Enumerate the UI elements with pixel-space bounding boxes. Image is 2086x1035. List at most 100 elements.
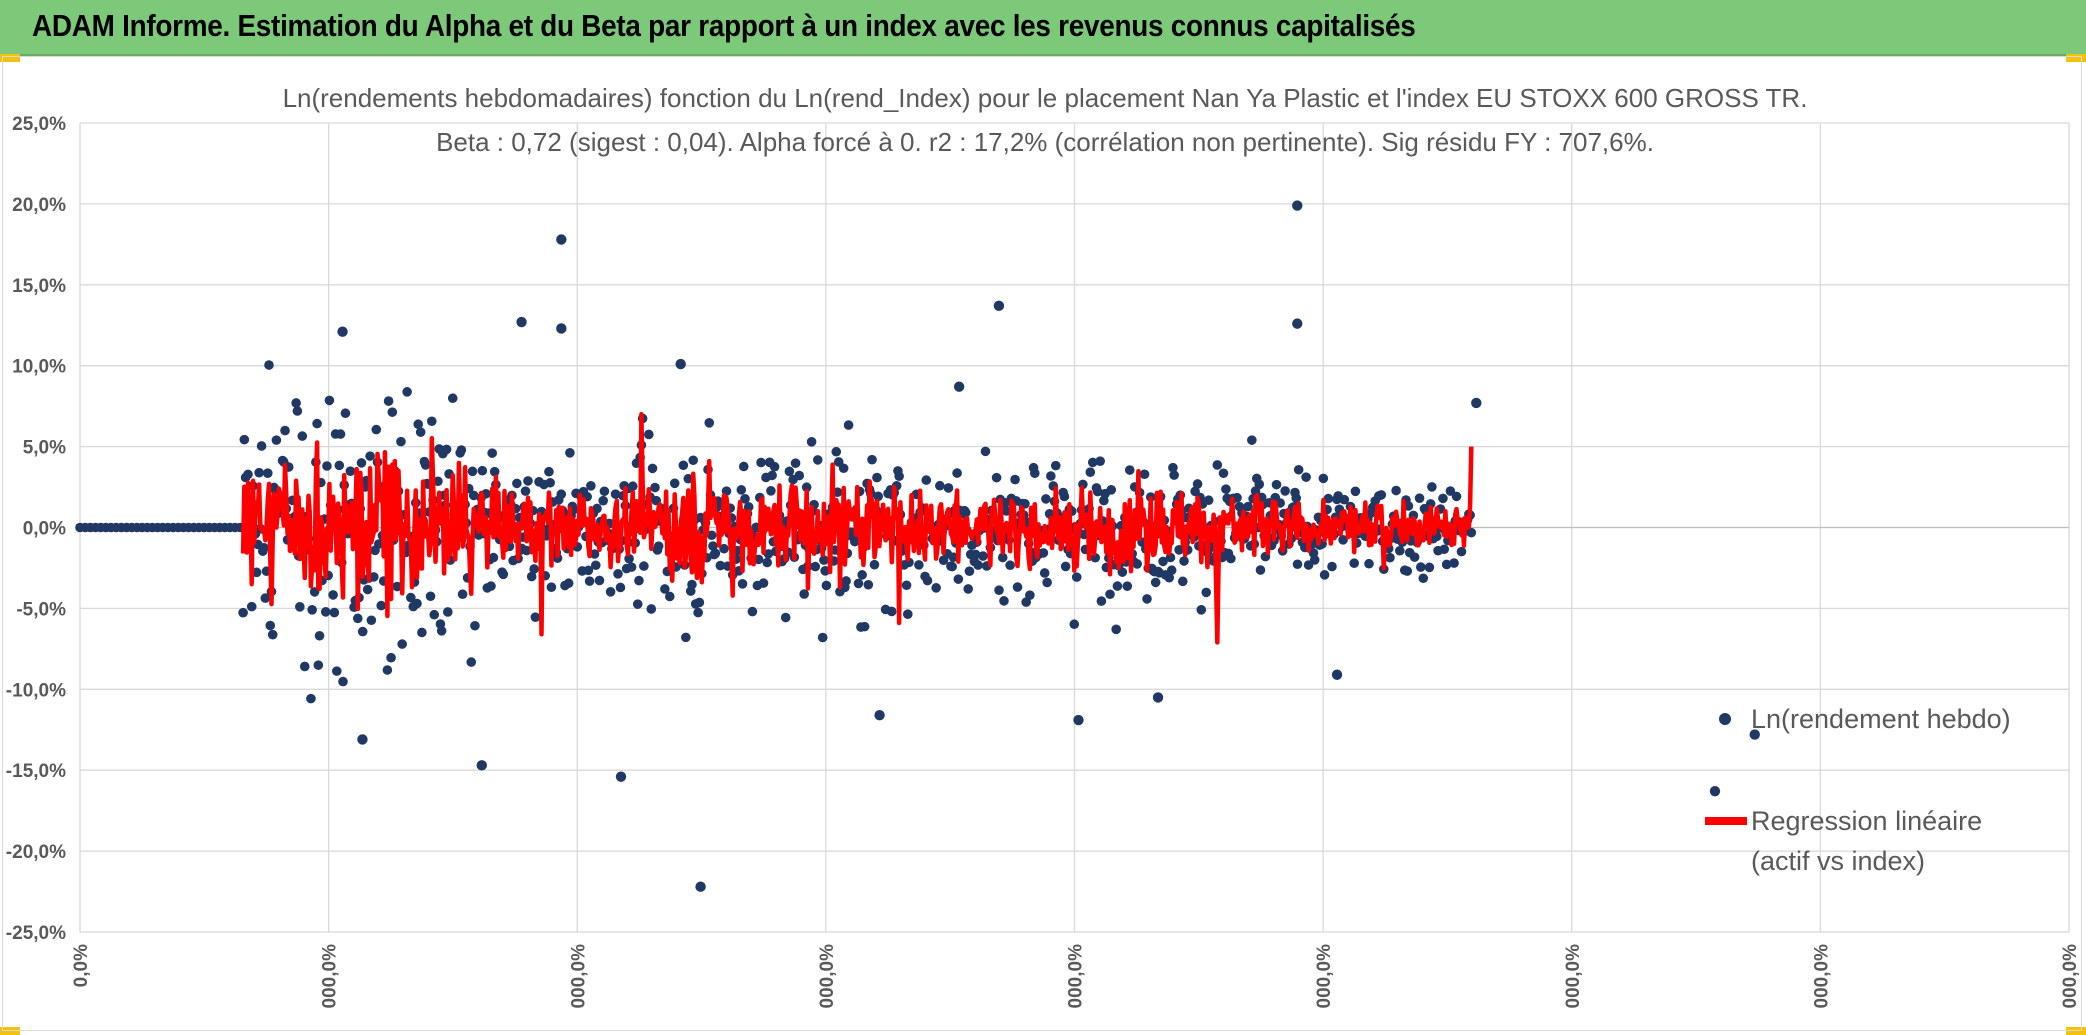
data-point (426, 416, 437, 427)
data-point (1179, 556, 1189, 566)
data-point (1112, 581, 1123, 591)
data-point (1139, 469, 1150, 480)
data-point (1301, 472, 1311, 482)
data-point (412, 598, 422, 609)
axes: 25,0% 20,0% 15,0% 10,0% 5,0% 0,0% -5,0% -10,0% -… (6, 114, 2081, 1008)
data-point (994, 585, 1004, 596)
data-point (1117, 567, 1128, 577)
data-point (371, 424, 382, 435)
data-point-outlier (556, 234, 567, 245)
data-point (443, 607, 453, 617)
data-point (544, 466, 554, 477)
data-point (545, 477, 555, 488)
data-point (429, 609, 440, 620)
data-point (376, 600, 387, 611)
data-point (1427, 482, 1437, 492)
data-point (1046, 471, 1056, 481)
x-tick-label: 000,0% (2060, 944, 2081, 1009)
data-point (299, 661, 310, 672)
data-point (599, 486, 610, 497)
data-point (1158, 556, 1168, 567)
data-point (970, 549, 981, 560)
data-point (1025, 590, 1035, 600)
data-point (1247, 435, 1257, 445)
data-point (267, 629, 278, 640)
data-point (1255, 565, 1266, 575)
data-point (1232, 492, 1242, 503)
data-point (338, 676, 348, 687)
data-point (817, 632, 828, 643)
data-point (1438, 493, 1448, 504)
data-point (373, 539, 384, 549)
data-point (978, 551, 988, 561)
data-point (1441, 559, 1452, 570)
y-tick-label: -5,0% (16, 599, 66, 620)
data-point (254, 467, 264, 478)
x-tick-label: 000,0% (320, 944, 341, 1009)
data-point (639, 561, 649, 571)
y-tick-label: 10,0% (12, 357, 66, 378)
y-tick-label: 20,0% (12, 195, 66, 216)
data-point (420, 460, 431, 470)
data-point (914, 560, 924, 570)
data-point (238, 607, 248, 618)
data-point (1318, 473, 1329, 484)
data-point (810, 561, 821, 572)
data-point (447, 393, 458, 404)
data-point-outlier (1471, 397, 1482, 409)
data-point (457, 589, 468, 600)
y-tick-label: -25,0% (6, 923, 66, 944)
regression-line-path (240, 411, 1474, 645)
data-point-outlier (1709, 786, 1721, 797)
data-point (415, 427, 426, 437)
data-point (853, 578, 864, 589)
data-point (1038, 548, 1049, 558)
data-point (963, 584, 974, 594)
data-point (1142, 594, 1152, 604)
data-point (1451, 491, 1462, 502)
data-point (470, 620, 480, 631)
data-point (931, 583, 941, 593)
data-point (563, 578, 574, 589)
data-point-outlier (337, 326, 348, 337)
data-point (763, 549, 774, 559)
data-point (715, 560, 726, 571)
data-point (365, 451, 375, 461)
x-tick-label: 000,0% (568, 944, 589, 1009)
data-point (498, 569, 509, 580)
data-point (1111, 624, 1121, 635)
data-point (991, 472, 1002, 483)
data-point (1201, 587, 1212, 598)
data-point (387, 407, 398, 417)
data-point (246, 601, 257, 612)
data-point (653, 541, 664, 551)
data-point (1105, 589, 1115, 600)
data-point (1349, 558, 1359, 569)
data-point (592, 503, 602, 514)
y-tick-label: -10,0% (6, 680, 66, 701)
x-tick-label: 000,0% (1811, 944, 1832, 1009)
data-point (952, 468, 962, 478)
data-point (1280, 486, 1290, 496)
data-point (872, 472, 882, 483)
data-point (843, 420, 854, 430)
corner-marker-top-right (2066, 54, 2086, 62)
data-point (997, 552, 1008, 563)
data-point (598, 495, 608, 506)
y-tick-label: -20,0% (6, 842, 66, 863)
data-point (1418, 573, 1429, 584)
data-point (589, 549, 600, 559)
data-point (512, 478, 522, 489)
data-point (973, 560, 983, 570)
data-point (264, 360, 274, 370)
data-point (436, 626, 447, 636)
data-point (902, 609, 913, 620)
data-point (1169, 470, 1179, 480)
data-point (644, 429, 654, 440)
data-point (466, 657, 477, 667)
data-point (239, 434, 250, 445)
data-point (1041, 494, 1051, 504)
data-point (565, 448, 575, 458)
regression-line (240, 411, 1474, 645)
data-point (397, 639, 407, 649)
